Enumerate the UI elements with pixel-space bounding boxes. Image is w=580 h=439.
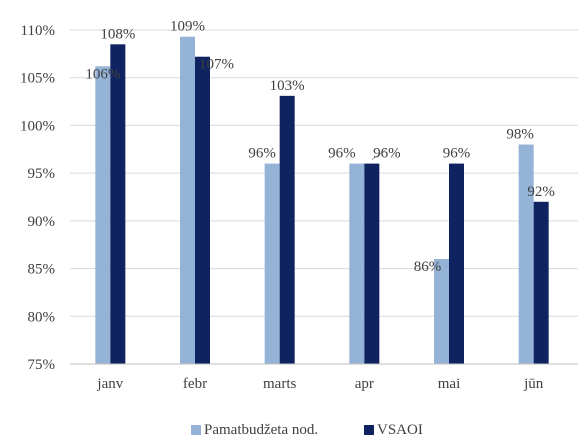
bar-vsaoi-2 (279, 95, 295, 365)
bar-vsaoi-1 (195, 56, 210, 364)
data-label: 103% (270, 78, 305, 94)
data-labels: 106% 108% 109% 107% 96% 103% 96% 96% 86% 96% 98% 92… (85, 19, 555, 275)
bar-pamatbudzeta-3 (349, 163, 365, 364)
y-tick-label: 75% (28, 357, 56, 373)
y-tick-label: 95% (28, 166, 56, 182)
data-label: 107% (199, 57, 234, 73)
data-label: 96% (373, 146, 401, 162)
y-tick-label: 105% (20, 71, 55, 87)
legend-label: VSAOI (377, 422, 423, 438)
bar-vsaoi-3 (364, 163, 380, 364)
data-label: 98% (506, 127, 534, 143)
x-tick-label: mai (438, 376, 461, 392)
bars (95, 36, 549, 365)
x-axis-tick-labels: janv febr marts apr mai jūn (96, 376, 543, 392)
data-label: 92% (527, 184, 555, 200)
y-tick-label: 85% (28, 262, 56, 278)
data-label: 96% (443, 146, 471, 162)
data-label: 96% (328, 146, 356, 162)
legend-label: Pamatbudžeta nod. (204, 422, 318, 438)
bar-pamatbudzeta-1 (180, 36, 195, 365)
legend: Pamatbudžeta nod. VSAOI (191, 422, 423, 438)
data-label: 96% (248, 146, 276, 162)
bar-vsaoi-5 (533, 201, 549, 364)
x-tick-label: apr (355, 376, 374, 392)
data-label: 108% (100, 26, 135, 42)
data-label: 86% (414, 259, 442, 275)
x-tick-label: febr (183, 376, 207, 392)
x-tick-label: marts (263, 376, 296, 392)
gridlines (70, 29, 578, 317)
y-axis-tick-labels: 75% 80% 85% 90% 95% 100% 105% 110% (20, 23, 55, 373)
y-tick-label: 90% (28, 214, 56, 230)
bar-pamatbudzeta-4 (434, 259, 449, 364)
bar-vsaoi-0 (110, 44, 126, 365)
bar-pamatbudzeta-5 (518, 144, 534, 364)
x-tick-label: janv (96, 376, 123, 392)
bar-pamatbudzeta-0 (95, 66, 111, 365)
bar-vsaoi-4 (449, 163, 464, 364)
data-label: 109% (170, 19, 205, 35)
y-tick-label: 100% (20, 118, 55, 134)
y-tick-label: 80% (28, 309, 56, 325)
data-label: 106% (85, 66, 120, 82)
y-tick-label: 110% (21, 23, 55, 39)
label-leader-line (371, 149, 387, 161)
x-tick-label: jūn (523, 376, 544, 392)
legend-swatch (364, 425, 374, 435)
legend-swatch (191, 425, 201, 435)
bar-pamatbudzeta-2 (264, 163, 280, 364)
